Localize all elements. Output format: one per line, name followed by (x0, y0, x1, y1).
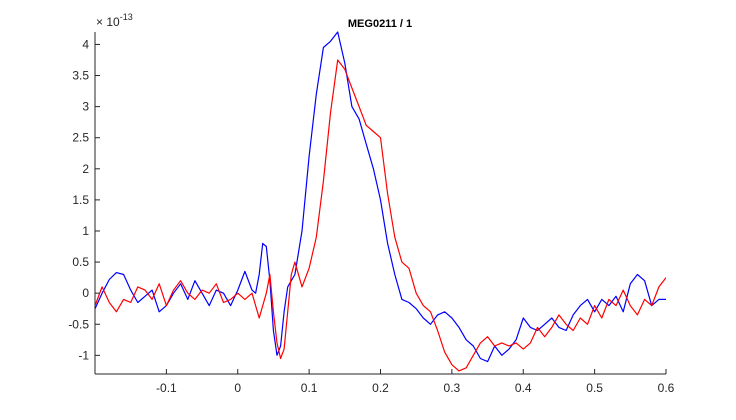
axes: -0.1 0 0.1 0.2 0.3 0.4 0.5 0.6 -1 -0.5 0 0.5 1 1.5 2 2.… (68, 32, 675, 395)
y-tick-label: 0.5 (72, 255, 89, 269)
exponent-power: -13 (120, 12, 133, 22)
x-tick-label: 0.4 (515, 381, 532, 395)
exponent-label: × 10-13 (96, 12, 133, 29)
y-tick-label: 3 (82, 100, 89, 114)
x-tick-label: 0.3 (444, 381, 461, 395)
series-line-blue (95, 31, 666, 363)
y-tick-label: -0.5 (68, 317, 89, 331)
y-tick-label: 0 (82, 286, 89, 300)
chart-title: MEG0211 / 1 (348, 18, 412, 30)
x-tick-label: 0.2 (372, 381, 389, 395)
y-tick-label: 2.5 (72, 131, 89, 145)
plot-lines (95, 31, 666, 372)
x-tick-label: 0.6 (658, 381, 675, 395)
x-tick-label: -0.1 (156, 381, 177, 395)
y-tick-label: 3.5 (72, 69, 89, 83)
x-tick-label: 0.5 (586, 381, 603, 395)
y-tick-label: 1 (82, 224, 89, 238)
x-tick-label: 0 (234, 381, 241, 395)
y-tick-label: 1.5 (72, 193, 89, 207)
exponent-base: × 10 (96, 15, 120, 29)
y-tick-label: -1 (78, 348, 89, 362)
x-tick-label: 0.1 (301, 381, 318, 395)
series-line-red (95, 59, 666, 372)
y-tick-label: 2 (82, 162, 89, 176)
y-tick-label: 4 (82, 37, 89, 51)
